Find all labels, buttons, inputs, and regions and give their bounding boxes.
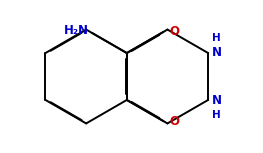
Text: O: O bbox=[169, 115, 179, 128]
Text: H: H bbox=[212, 33, 221, 43]
Text: H: H bbox=[212, 110, 221, 120]
Text: N: N bbox=[211, 46, 221, 59]
Text: O: O bbox=[169, 25, 179, 38]
Text: N: N bbox=[211, 94, 221, 107]
Text: H₂N: H₂N bbox=[63, 24, 88, 37]
